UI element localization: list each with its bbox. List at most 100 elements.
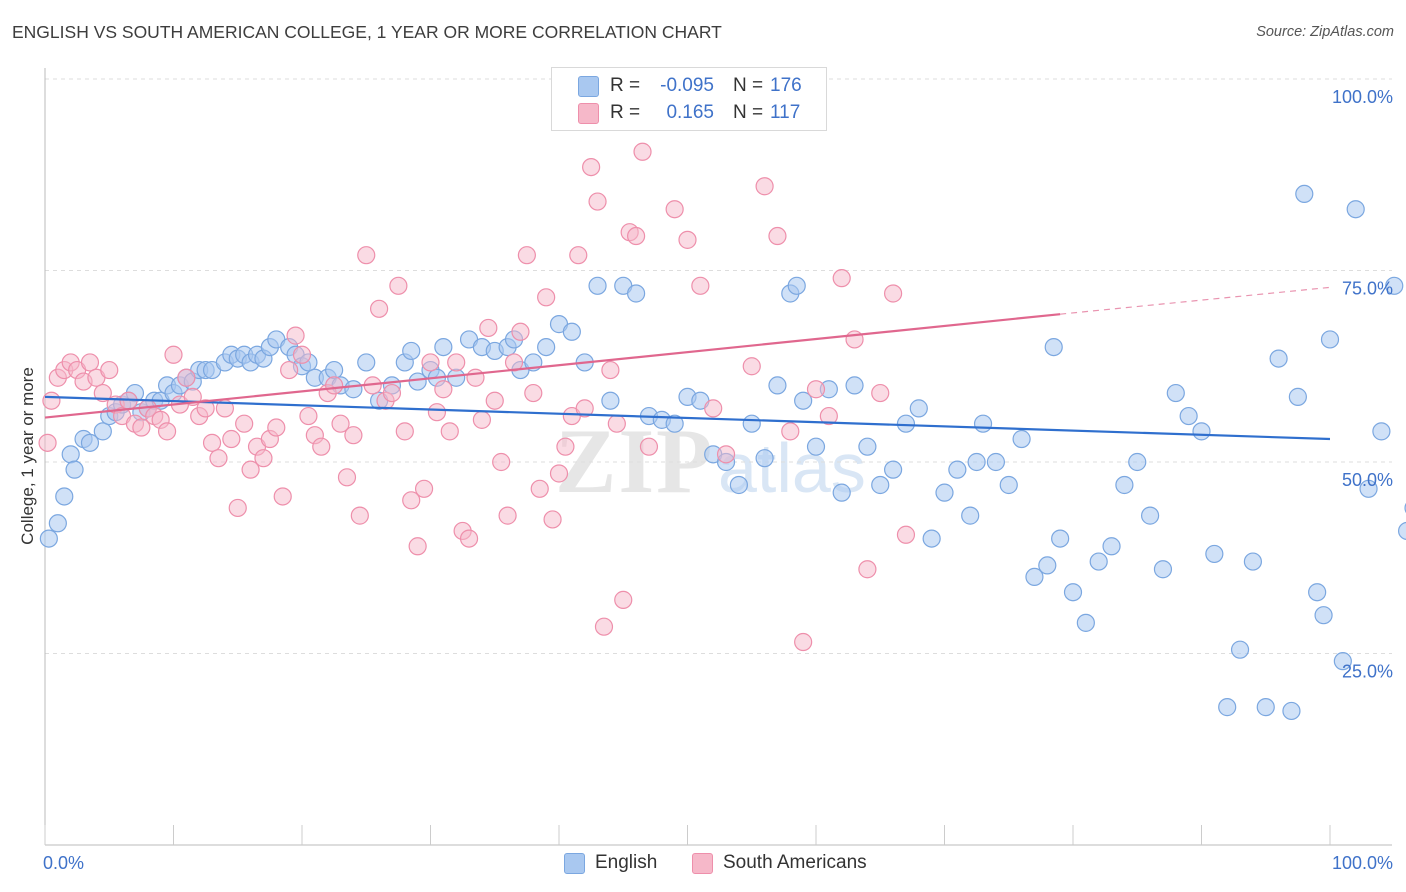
south-americans-point bbox=[164, 345, 183, 364]
english-point bbox=[1243, 552, 1263, 571]
south-americans-point bbox=[80, 353, 100, 372]
south-americans-point bbox=[292, 345, 312, 364]
english-point bbox=[1012, 429, 1031, 449]
english-point bbox=[601, 391, 620, 410]
south-americans-point bbox=[466, 368, 485, 387]
english-point bbox=[1051, 529, 1070, 548]
south-americans-point bbox=[440, 422, 459, 441]
south-americans-point bbox=[755, 177, 774, 196]
correlation-legend: R = -0.095 N = 176 R = 0.165 N = 117 bbox=[551, 67, 827, 131]
english-point bbox=[922, 529, 941, 548]
south-americans-point bbox=[498, 506, 517, 525]
r-value: 0.165 bbox=[666, 102, 714, 123]
south-americans-point bbox=[42, 391, 61, 410]
english-point bbox=[999, 475, 1018, 495]
english-point bbox=[626, 284, 646, 303]
english-point bbox=[1044, 338, 1063, 357]
south-americans-point bbox=[337, 468, 357, 487]
south-americans-point bbox=[575, 399, 594, 418]
south-americans-point bbox=[427, 403, 447, 422]
south-americans-point bbox=[665, 200, 684, 219]
south-americans-point bbox=[781, 422, 800, 441]
x-tick-label: 100.0% bbox=[1332, 853, 1393, 873]
english-point bbox=[537, 338, 556, 357]
english-point bbox=[1295, 184, 1314, 203]
english-point bbox=[1128, 452, 1147, 472]
south-americans-point bbox=[832, 269, 851, 288]
english-point bbox=[1179, 406, 1198, 426]
english-point bbox=[1192, 422, 1211, 441]
english-point bbox=[1230, 640, 1250, 659]
english-point bbox=[948, 460, 967, 479]
south-americans-point bbox=[819, 406, 838, 426]
south-americans-point bbox=[511, 322, 530, 341]
south-americans-point bbox=[479, 318, 498, 338]
english-point bbox=[665, 414, 684, 433]
south-americans-point bbox=[254, 449, 273, 468]
english-point bbox=[562, 322, 581, 341]
south-americans-point bbox=[389, 276, 408, 295]
english-point bbox=[896, 414, 916, 433]
south-americans-swatch bbox=[692, 853, 713, 874]
english-point bbox=[1346, 200, 1365, 219]
south-americans-point bbox=[768, 226, 787, 246]
english-point bbox=[768, 376, 787, 395]
english-point bbox=[967, 452, 986, 472]
south-americans-point bbox=[447, 353, 466, 372]
south-americans-point bbox=[370, 299, 389, 318]
south-americans-point bbox=[639, 437, 659, 456]
y-tick-label: 25.0% bbox=[1342, 662, 1393, 682]
english-trend-line bbox=[44, 395, 1331, 441]
south-americans-point bbox=[549, 464, 569, 483]
south-americans-point bbox=[93, 383, 112, 403]
english-point bbox=[935, 483, 954, 502]
south-americans-point bbox=[350, 506, 369, 525]
english-point bbox=[1205, 544, 1224, 564]
south-americans-point bbox=[614, 590, 633, 609]
english-point bbox=[1288, 387, 1307, 406]
svg-text:ZIP: ZIP bbox=[555, 410, 714, 512]
english-point bbox=[1153, 560, 1173, 579]
english-point bbox=[39, 529, 58, 548]
south-americans-point bbox=[704, 399, 723, 418]
english-point bbox=[973, 414, 993, 433]
english-point bbox=[48, 514, 67, 533]
english-point bbox=[1308, 583, 1327, 602]
source-credit[interactable]: Source: ZipAtlas.com bbox=[1256, 24, 1394, 40]
south-americans-point bbox=[524, 383, 543, 403]
south-americans-point bbox=[312, 437, 331, 456]
english-point bbox=[1140, 506, 1160, 525]
south-americans-point bbox=[806, 380, 826, 399]
english-point bbox=[357, 353, 376, 372]
english-point bbox=[1282, 701, 1301, 721]
south-americans-point bbox=[344, 426, 363, 445]
english-point bbox=[1372, 422, 1391, 441]
south-americans-point bbox=[414, 479, 434, 498]
n-label: N = bbox=[733, 102, 764, 123]
english-point bbox=[858, 437, 877, 456]
south-americans-point bbox=[222, 429, 241, 449]
english-point bbox=[806, 437, 826, 456]
south-americans-point bbox=[569, 246, 588, 265]
english-point bbox=[961, 506, 980, 525]
south-americans-point bbox=[299, 406, 318, 426]
south-americans-point bbox=[871, 383, 890, 403]
south-americans-point bbox=[530, 479, 549, 498]
zipatlas-watermark: ZIP atlas bbox=[555, 410, 866, 512]
english-point bbox=[588, 276, 607, 295]
south-americans-point bbox=[883, 284, 903, 303]
south-americans-point bbox=[858, 560, 877, 579]
english-point bbox=[1038, 556, 1057, 575]
south-americans-point bbox=[382, 383, 402, 403]
y-tick-label: 75.0% bbox=[1342, 279, 1393, 299]
english-point bbox=[1269, 349, 1288, 368]
south-americans-point bbox=[235, 414, 254, 433]
south-americans-point bbox=[280, 360, 299, 380]
south-americans-point bbox=[582, 157, 601, 177]
english-point bbox=[1398, 521, 1406, 540]
english-swatch bbox=[564, 853, 585, 874]
south-americans-point bbox=[177, 368, 196, 387]
english-point bbox=[1166, 383, 1185, 403]
n-label: N = bbox=[733, 75, 764, 96]
south-americans-point bbox=[472, 410, 491, 429]
